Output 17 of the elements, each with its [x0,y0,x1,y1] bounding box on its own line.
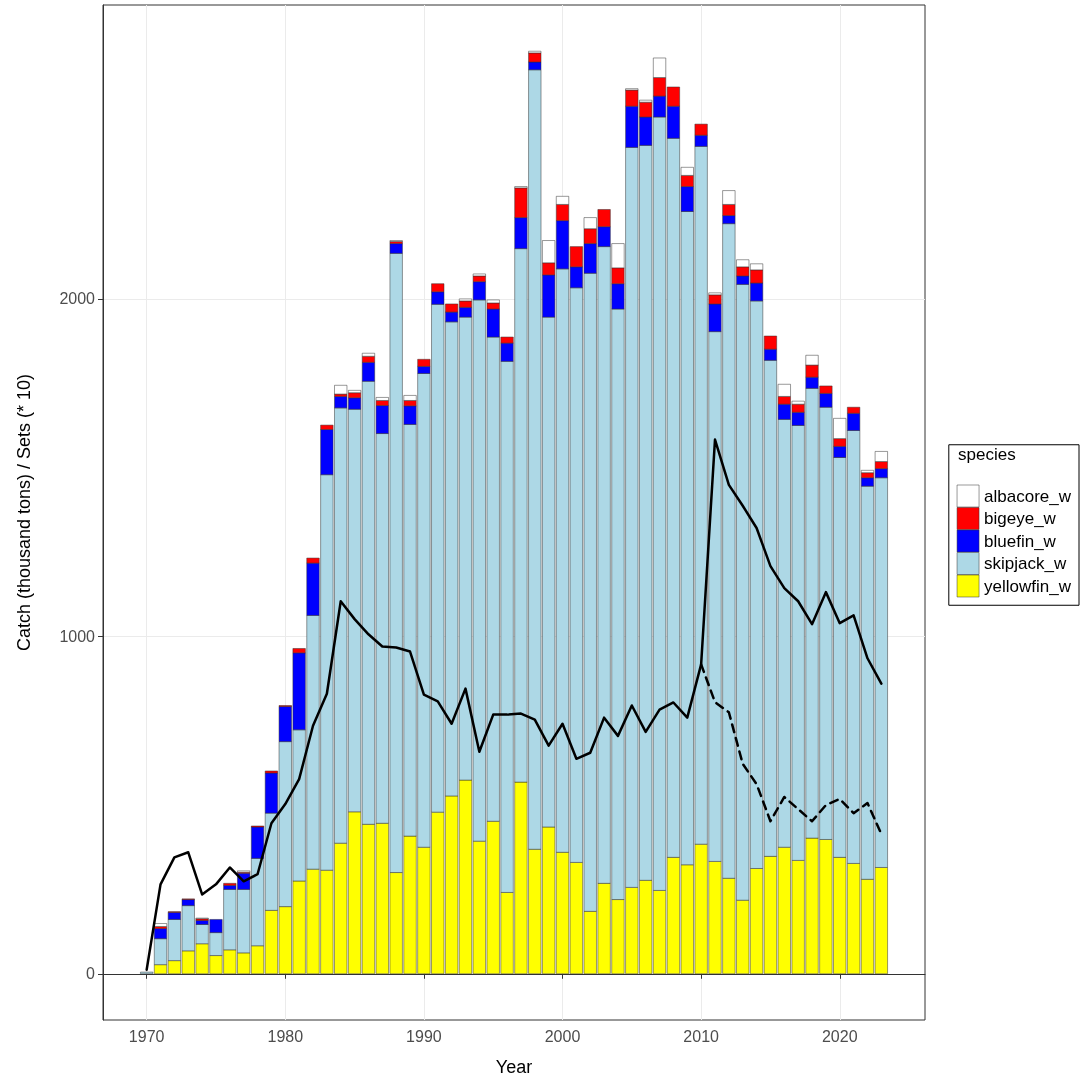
legend-label: yellowfin_w [984,576,1072,596]
x-tick-label: 2010 [683,1027,720,1045]
x-tick-label: 1980 [267,1027,304,1045]
x-axis-title: Year [495,1057,533,1077]
y-tick-label: 0 [86,965,96,983]
legend-label: bluefin_w [984,531,1057,551]
x-tick-label: 2000 [544,1027,581,1045]
legend-label: albacore_w [984,486,1072,506]
legend-label: bigeye_w [984,509,1057,528]
x-tick-label: 1970 [128,1027,165,1045]
legend-title: species [958,445,1016,464]
x-tick-label: 2020 [821,1027,858,1045]
y-tick-label: 2000 [59,290,96,308]
y-tick-label: 1000 [59,627,96,645]
legend-label: skipjack_w [984,554,1067,573]
x-tick-label: 1990 [406,1027,442,1045]
y-axis-title: Catch (thousand tons) / Sets (* 10) [14,373,34,652]
